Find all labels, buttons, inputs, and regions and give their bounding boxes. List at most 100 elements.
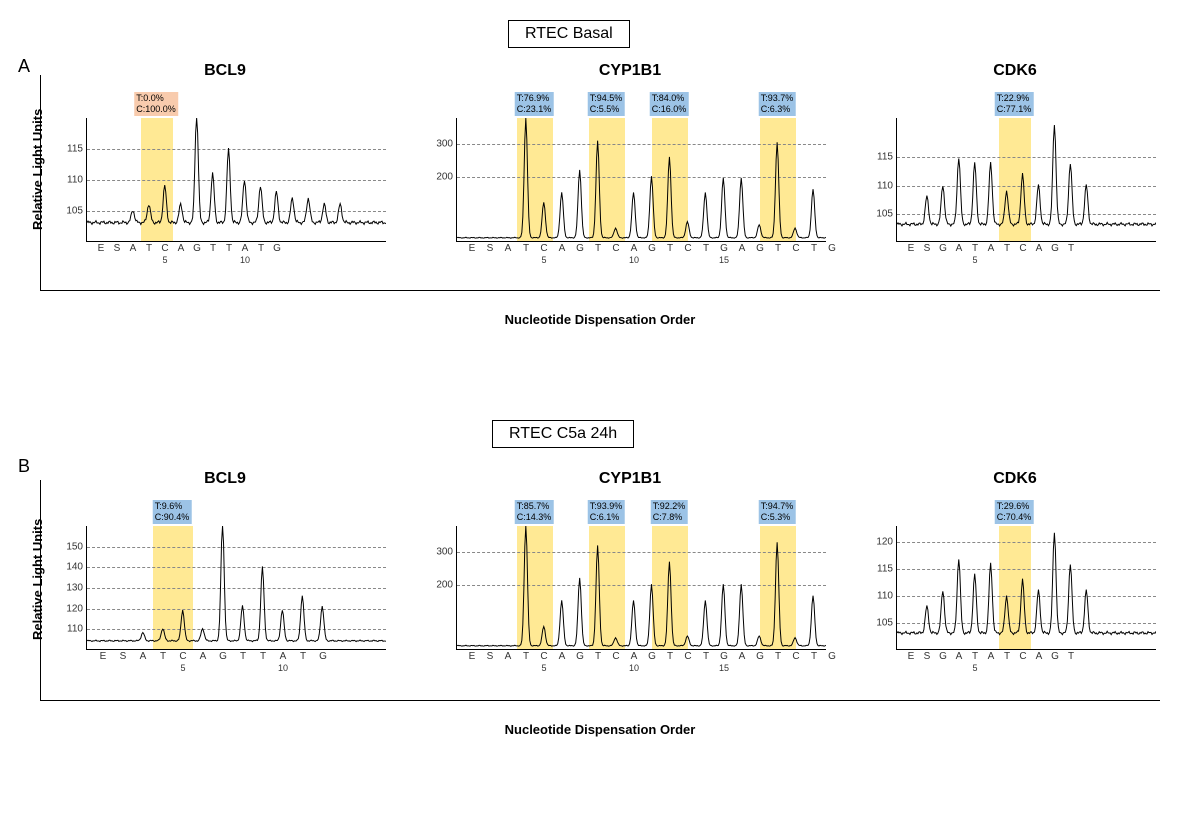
xtick-label: T: [240, 649, 246, 662]
xtick-label: G: [219, 649, 227, 662]
xtick-number: 5: [541, 241, 546, 265]
xtick-label: T: [667, 649, 673, 662]
panel-letter-B: B: [18, 456, 30, 477]
xtick-number: 10: [629, 649, 639, 673]
xtick-label: A: [739, 649, 746, 662]
xtick-number: 10: [629, 241, 639, 265]
badge-line: T:0.0%: [136, 93, 176, 104]
xtick-label: C: [792, 241, 799, 254]
xtick-label: G: [576, 241, 584, 254]
xtick-label: T: [146, 241, 152, 254]
badge-line: C:5.5%: [590, 104, 623, 115]
badge-line: T:94.5%: [590, 93, 623, 104]
percentage-badge: T:94.5%C:5.5%: [588, 92, 625, 116]
x-axis-label: Nucleotide Dispensation Order: [420, 722, 780, 737]
xtick-label: A: [505, 241, 512, 254]
xtick-label: T: [160, 649, 166, 662]
xtick-label: G: [1051, 649, 1059, 662]
xtick-label: T: [775, 649, 781, 662]
ytick-label: 105: [876, 618, 897, 629]
badge-line: C:23.1%: [517, 104, 552, 115]
chart-B_CDK6: CDK6105110115120ESGATATCAGT5T:29.6%C:70.…: [870, 498, 1160, 668]
ytick-label: 105: [876, 208, 897, 219]
plot-area: 105110115ESATCAGTTATG510: [86, 118, 386, 242]
chart-title: CYP1B1: [430, 470, 830, 488]
xtick-label: G: [828, 241, 836, 254]
ytick-label: 110: [67, 624, 87, 635]
xtick-label: G: [756, 241, 764, 254]
xtick-label: S: [114, 241, 121, 254]
ytick-label: 115: [877, 564, 897, 575]
xtick-label: G: [319, 649, 327, 662]
badge-line: T:76.9%: [517, 93, 552, 104]
xtick-label: T: [595, 649, 601, 662]
xtick-label: T: [811, 241, 817, 254]
xtick-label: C: [792, 649, 799, 662]
xtick-label: A: [988, 649, 995, 662]
percentage-badge: T:0.0%C:100.0%: [134, 92, 178, 116]
xtick-label: A: [140, 649, 147, 662]
badge-line: T:84.0%: [652, 93, 687, 104]
pyrogram-trace: [897, 526, 1156, 649]
pyrogram-trace: [457, 118, 826, 241]
xtick-label: T: [775, 241, 781, 254]
badge-line: C:7.8%: [653, 512, 686, 523]
xtick-label: E: [469, 649, 476, 662]
xtick-label: C: [612, 649, 619, 662]
xtick-label: C: [1019, 649, 1026, 662]
xtick-number: 5: [180, 649, 185, 673]
percentage-badge: T:9.6%C:90.4%: [153, 500, 192, 524]
badge-line: T:85.7%: [517, 501, 552, 512]
badge-line: T:94.7%: [761, 501, 794, 512]
xtick-label: C: [684, 649, 691, 662]
xtick-number: 15: [719, 649, 729, 673]
plot-area: 110120130140150ESATCAGTTATG510: [86, 526, 386, 650]
xtick-label: G: [648, 649, 656, 662]
percentage-badge: T:76.9%C:23.1%: [515, 92, 554, 116]
ytick-label: 300: [436, 547, 457, 558]
xtick-label: S: [487, 649, 494, 662]
plot-area: 200300ESATCAGTCAGTCTGAGTCTG51015: [456, 118, 826, 242]
xtick-label: A: [559, 649, 566, 662]
chart-title: CDK6: [870, 62, 1160, 80]
percentage-badge: T:94.7%C:5.3%: [759, 500, 796, 524]
badge-line: C:5.3%: [761, 512, 794, 523]
row-title-rowB: RTEC C5a 24h: [492, 420, 634, 448]
xtick-label: E: [469, 241, 476, 254]
badge-line: T:22.9%: [997, 93, 1032, 104]
badge-line: T:92.2%: [653, 501, 686, 512]
plot-area: 200300ESATCAGTCAGTCTGAGTCTG51015: [456, 526, 826, 650]
xtick-label: A: [559, 241, 566, 254]
xtick-label: G: [576, 649, 584, 662]
percentage-badge: T:85.7%C:14.3%: [515, 500, 554, 524]
xtick-label: E: [908, 241, 915, 254]
xtick-label: C: [684, 241, 691, 254]
xtick-number: 15: [719, 241, 729, 265]
xtick-label: T: [703, 649, 709, 662]
chart-title: BCL9: [60, 62, 390, 80]
chart-A_CYP1B1: CYP1B1200300ESATCAGTCAGTCTGAGTCTG51015T:…: [430, 90, 830, 260]
badge-line: T:29.6%: [997, 501, 1032, 512]
xtick-label: T: [226, 241, 232, 254]
pyrogram-trace: [457, 526, 826, 649]
badge-line: C:6.1%: [590, 512, 623, 523]
xtick-label: T: [595, 241, 601, 254]
xtick-number: 5: [972, 241, 977, 265]
ytick-label: 120: [876, 537, 897, 548]
xtick-label: C: [1019, 241, 1026, 254]
ytick-label: 115: [67, 144, 87, 155]
xtick-label: A: [505, 649, 512, 662]
badge-line: C:16.0%: [652, 104, 687, 115]
xtick-label: S: [487, 241, 494, 254]
ytick-label: 200: [436, 579, 457, 590]
xtick-label: T: [523, 649, 529, 662]
percentage-badge: T:93.7%C:6.3%: [759, 92, 796, 116]
xtick-label: A: [956, 649, 963, 662]
xtick-label: A: [988, 241, 995, 254]
ytick-label: 300: [436, 139, 457, 150]
xtick-label: A: [178, 241, 185, 254]
xtick-number: 10: [240, 241, 250, 265]
pyrogram-trace: [87, 526, 386, 649]
xtick-label: T: [1068, 241, 1074, 254]
xtick-label: A: [1036, 241, 1043, 254]
